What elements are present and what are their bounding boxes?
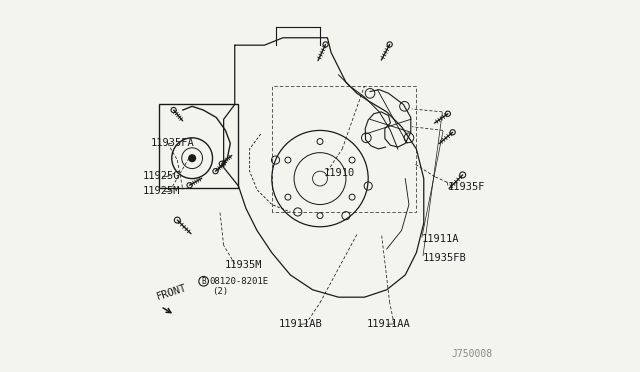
Text: 11925M: 11925M [143,186,180,196]
Circle shape [189,155,195,161]
Text: 11935FB: 11935FB [423,253,467,263]
Text: 11911AA: 11911AA [366,319,410,329]
Text: 11911AB: 11911AB [278,319,323,329]
Text: (2): (2) [212,287,228,296]
Text: B: B [202,277,206,286]
Text: FRONT: FRONT [155,283,188,302]
Bar [159,105,239,188]
Text: 11935F: 11935F [448,182,485,192]
Text: 11910: 11910 [324,168,355,178]
Text: 11935M: 11935M [225,260,262,270]
Text: 08120-8201E: 08120-8201E [209,277,269,286]
Text: 11911A: 11911A [422,234,460,244]
Text: 11935FA: 11935FA [150,138,194,148]
Text: 11925G: 11925G [143,171,180,181]
FancyArrowPatch shape [163,308,171,312]
Text: J750008: J750008 [452,349,493,359]
